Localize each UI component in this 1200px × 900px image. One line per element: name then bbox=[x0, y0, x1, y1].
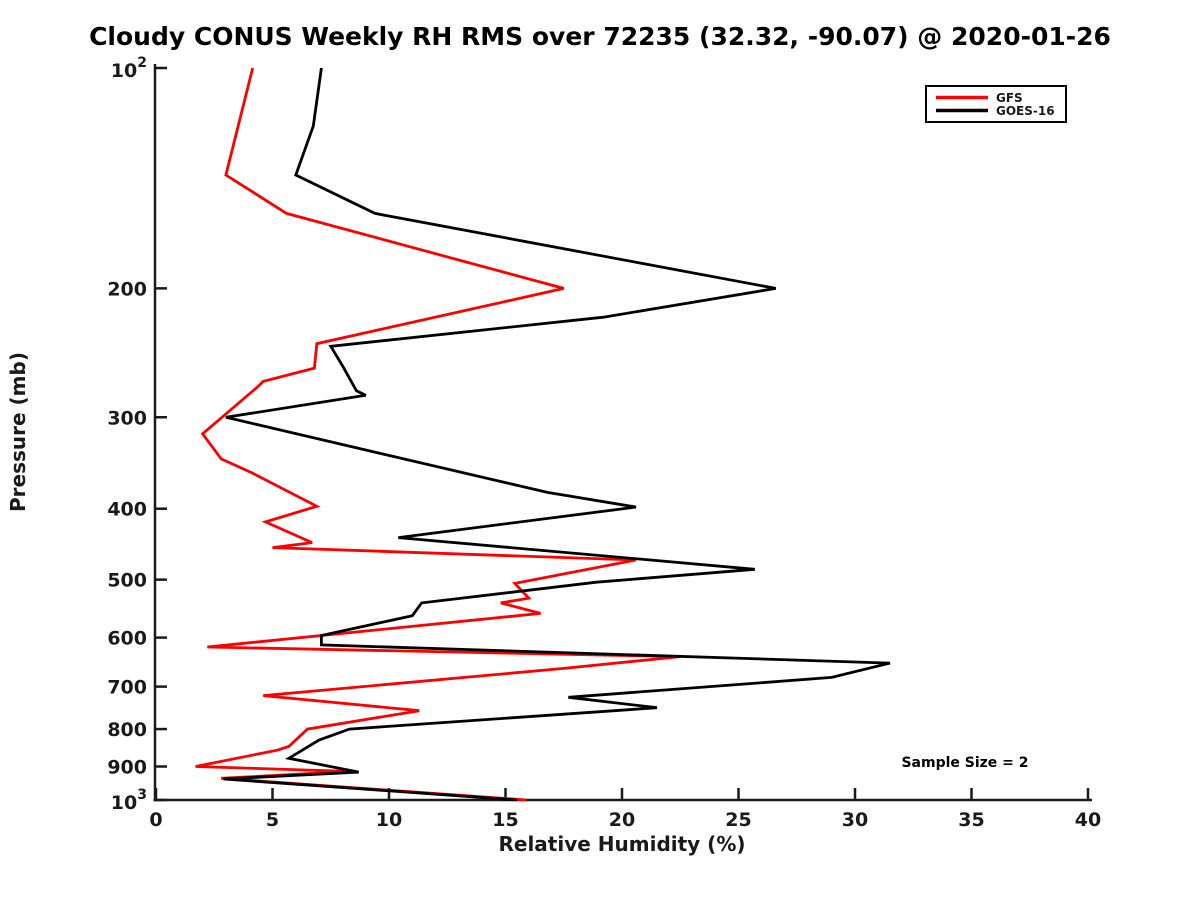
x-axis-label: Relative Humidity (%) bbox=[498, 832, 746, 856]
legend-label-goes-16: GOES-16 bbox=[996, 104, 1055, 118]
y-tick-label: 500 bbox=[107, 570, 147, 592]
x-tick-label: 20 bbox=[609, 809, 635, 831]
y-tick-label: 103 bbox=[111, 787, 147, 814]
data-series bbox=[195, 67, 891, 802]
y-tick-label: 400 bbox=[107, 499, 147, 521]
y-tick-label: 800 bbox=[107, 719, 147, 741]
y-tick-label: 200 bbox=[107, 278, 147, 300]
x-tick-label: 10 bbox=[376, 809, 402, 831]
y-tick-label: 600 bbox=[107, 628, 147, 650]
legend-label-gfs: GFS bbox=[996, 91, 1023, 105]
gfs-line bbox=[195, 67, 681, 802]
axis-ticks: 0 5 10 15 20 25 30 35 40 102 200 300 400 500 600 700 800… bbox=[107, 55, 1101, 831]
goes16-line bbox=[223, 67, 891, 802]
chart-title: Cloudy CONUS Weekly RH RMS over 72235 (3… bbox=[89, 22, 1111, 51]
x-tick-label: 5 bbox=[266, 809, 279, 831]
sample-size-annotation: Sample Size = 2 bbox=[901, 755, 1029, 771]
y-tick-label: 300 bbox=[107, 407, 147, 429]
x-tick-label: 40 bbox=[1075, 809, 1101, 831]
x-tick-label: 15 bbox=[492, 809, 518, 831]
x-tick-label: 25 bbox=[725, 809, 751, 831]
x-tick-label: 30 bbox=[842, 809, 868, 831]
y-tick-label: 700 bbox=[107, 677, 147, 699]
y-tick-label: 900 bbox=[107, 757, 147, 779]
legend-box bbox=[925, 85, 1067, 123]
y-tick-label: 102 bbox=[111, 55, 147, 82]
x-tick-label: 35 bbox=[958, 809, 984, 831]
x-tick-label: 0 bbox=[149, 809, 162, 831]
